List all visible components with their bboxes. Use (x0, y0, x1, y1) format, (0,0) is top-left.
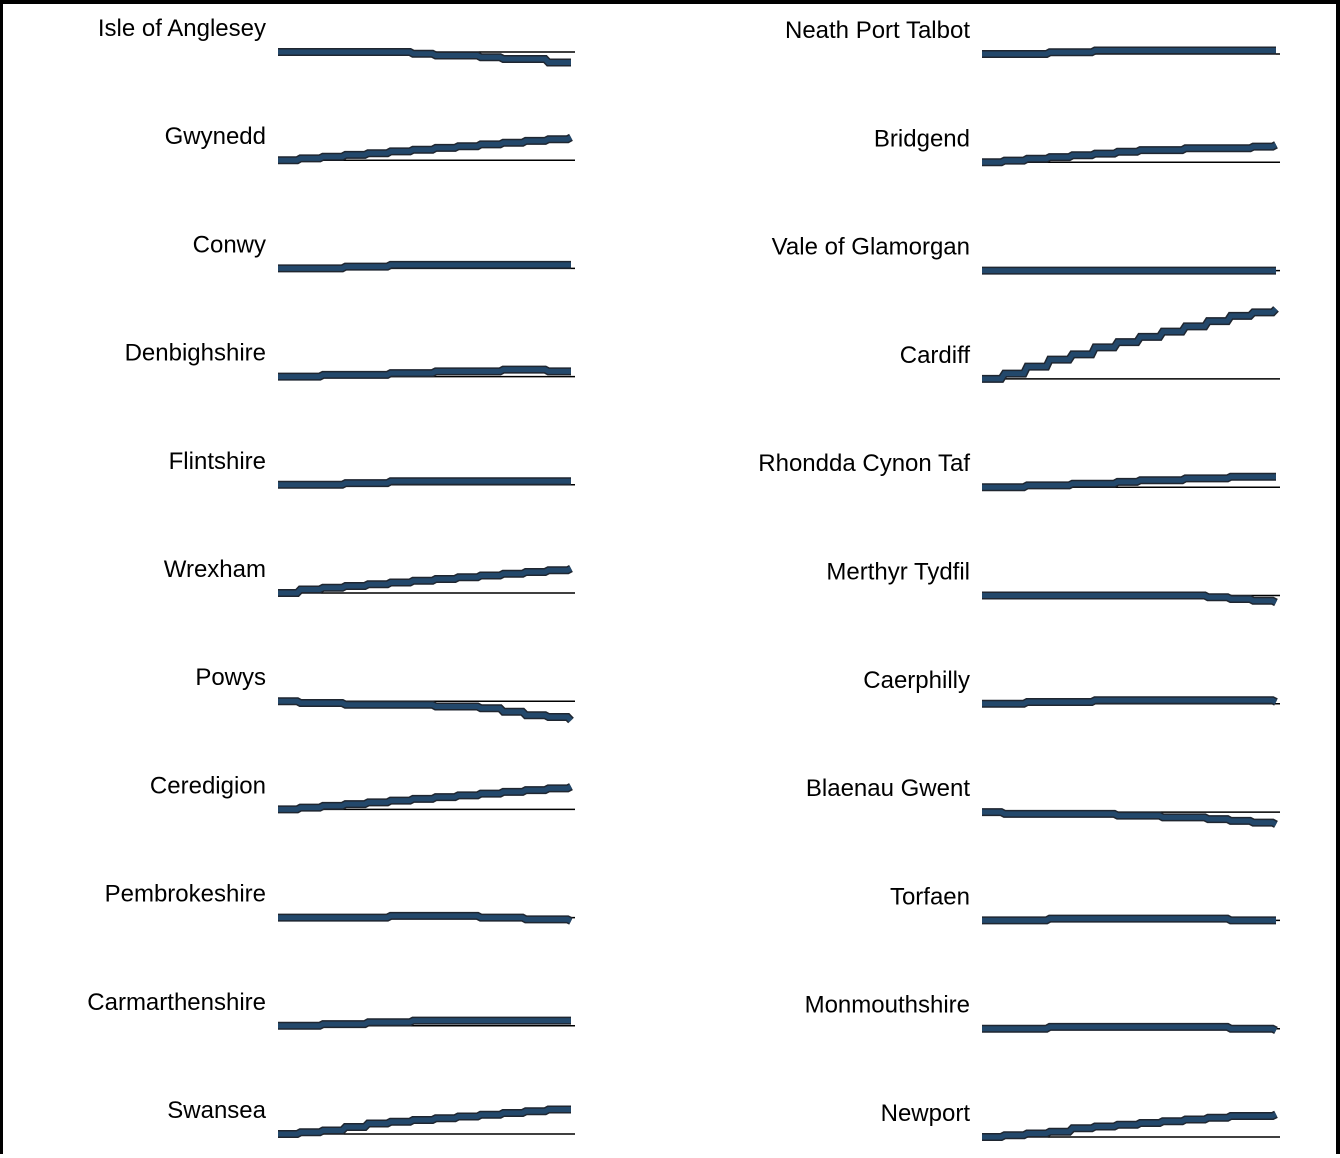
series-line (982, 307, 1278, 382)
series-line (278, 262, 571, 271)
panel-label: Isle of Anglesey (98, 15, 266, 42)
panel-label: Monmouthshire (805, 992, 970, 1019)
series-line (278, 135, 573, 163)
panel-newport: Newport (881, 1100, 1280, 1141)
series-line (278, 566, 573, 596)
panel-label: Merthyr Tydfil (826, 559, 970, 586)
panel-label: Denbighshire (125, 340, 266, 367)
panel-label: Vale of Glamorgan (772, 234, 970, 261)
series-line (982, 474, 1276, 490)
panel-cardiff: Cardiff (900, 306, 1280, 383)
panel-label: Conwy (193, 231, 266, 258)
panel-powys: Powys (195, 664, 575, 724)
series-line (982, 593, 1278, 605)
panel-ceredigion: Ceredigion (150, 772, 575, 814)
series-line (278, 1107, 571, 1137)
panel-pembrokeshire: Pembrokeshire (105, 881, 575, 925)
panel-label: Cardiff (900, 342, 971, 369)
series-line (982, 1024, 1278, 1033)
panel-label: Blaenau Gwent (806, 775, 970, 802)
panel-label: Rhondda Cynon Taf (758, 450, 970, 477)
panel-isle-of-anglesey: Isle of Anglesey (98, 15, 575, 67)
panel-label: Neath Port Talbot (785, 17, 970, 44)
series-line (278, 49, 571, 65)
panel-monmouthshire: Monmouthshire (805, 992, 1280, 1034)
panel-wrexham: Wrexham (164, 556, 575, 597)
panel-label: Wrexham (164, 556, 266, 583)
panel-label: Gwynedd (165, 123, 266, 150)
panel-label: Pembrokeshire (105, 881, 266, 908)
series-line (278, 367, 571, 380)
panel-label: Flintshire (169, 448, 266, 475)
panel-label: Torfaen (890, 883, 970, 910)
series-line (982, 48, 1276, 57)
series-line (278, 784, 573, 812)
panel-gwynedd: Gwynedd (165, 123, 575, 165)
series-line (982, 809, 1278, 827)
series-line (982, 916, 1276, 923)
small-multiples-chart: Isle of Anglesey Gwynedd Conwy Denbighshire… (87, 15, 1280, 1141)
panel-label: Carmarthenshire (87, 989, 266, 1016)
panel-torfaen: Torfaen (890, 883, 1280, 925)
panel-merthyr-tydfil: Merthyr Tydfil (826, 559, 1280, 607)
panel-flintshire: Flintshire (169, 448, 575, 489)
panel-label: Newport (881, 1100, 971, 1127)
series-line (982, 697, 1278, 707)
panel-conwy: Conwy (193, 231, 575, 273)
panel-bridgend: Bridgend (874, 125, 1280, 167)
panel-caerphilly: Caerphilly (863, 667, 1280, 708)
series-line (278, 1018, 571, 1029)
panel-label: Swansea (167, 1097, 266, 1124)
panel-carmarthenshire: Carmarthenshire (87, 989, 575, 1030)
panel-denbighshire: Denbighshire (125, 340, 575, 381)
panel-label: Bridgend (874, 125, 970, 152)
series-line (278, 913, 573, 924)
series-line (982, 142, 1278, 165)
panel-blaenau-gwent: Blaenau Gwent (806, 775, 1280, 828)
panel-label: Powys (195, 664, 266, 691)
panel-neath-port-talbot: Neath Port Talbot (785, 17, 1280, 58)
series-line (278, 478, 571, 488)
panel-rhondda-cynon-taf: Rhondda Cynon Taf (758, 450, 1280, 492)
panel-label: Caerphilly (863, 667, 970, 694)
series-line (278, 698, 573, 723)
series-line (982, 1112, 1278, 1140)
panel-swansea: Swansea (167, 1097, 575, 1138)
panel-vale-of-glamorgan: Vale of Glamorgan (772, 234, 1280, 275)
panel-label: Ceredigion (150, 772, 266, 799)
